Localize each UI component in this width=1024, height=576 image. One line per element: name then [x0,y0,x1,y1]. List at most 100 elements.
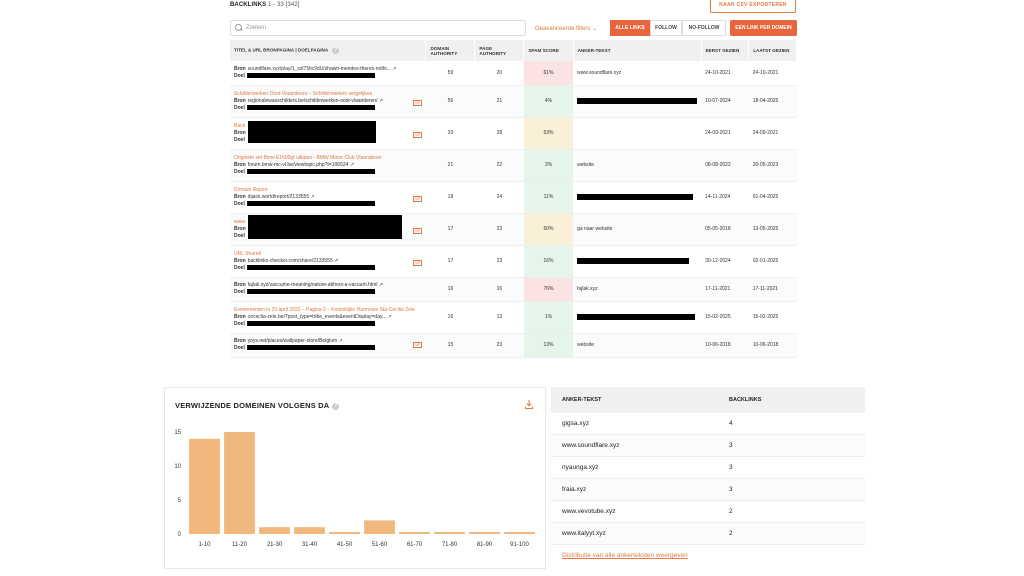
col-pa[interactable]: PAGE AUTHORITY [474,40,525,61]
cell-title: Originele set Bmw E1600gt uitlaten - BMW… [230,149,426,181]
col-da[interactable]: DOMAIN AUTHORITY [425,40,476,61]
redacted-block [246,264,375,270]
anchor-distribution-link[interactable]: Distributie van alle ankerteksten weerge… [562,552,688,559]
cell-title: Bron soundflare.xyz/play/1_szl75tic9dU/sh… [230,61,426,85]
y-tick-label: 15 [174,430,181,436]
list-item: www.italyyt.xyz 2 [551,523,865,545]
table-row[interactable]: Back Bron Doel NF 33 28 53% 24-09-2021 24-09-202… [230,117,797,149]
col-anchor[interactable]: ANKER-TEKST [573,40,702,61]
bar[interactable] [189,438,220,534]
source-url[interactable]: backlinks-checker.com/share/2133555 [247,257,333,264]
cell-last-seen: 10-06-2018 [748,333,797,357]
external-link-icon[interactable]: ↗ [378,282,384,288]
cell-first-seen: 14-11-2024 [705,194,731,200]
y-tick-label: 10 [174,464,181,470]
table-row[interactable]: www. Bron Doel NF 17 23 50% ga naar website 05-0… [230,213,797,245]
table-row[interactable]: URL Shared Bron backlinks-checker.com/shar… [230,245,797,277]
bar[interactable] [329,531,360,534]
source-url[interactable]: cececlia-zele.be/?post_type=tribe_events… [247,313,387,320]
cell-last-seen: 20-05-2023 [748,149,797,181]
col-spam[interactable]: SPAM SCORE [523,40,574,61]
x-tick-label: 71-80 [442,542,458,548]
source-page-title[interactable]: Domain Report [234,186,268,193]
source-page-title[interactable]: URL Shared [234,250,262,257]
source-page-title[interactable]: www. [234,218,246,225]
source-url[interactable]: soundflare.xyz/play/1_szl75tic9dU/shawn-… [247,65,391,72]
col-title[interactable]: TITEL & URL BRONPAGINA | DOELPAGINA ? [230,40,427,61]
source-url[interactable]: regionalewaxschilders.be/schilderwerken-… [247,97,378,104]
cell-title: URL Shared Bron backlinks-checker.com/shar… [230,245,426,277]
table-row[interactable]: Bron fajlak.xyz/vaccume-meaning/nature-ab… [230,277,797,301]
table-row[interactable]: Schilderwerken Oost-Vlaanderen – Schilde… [230,85,797,117]
bron-label: Bron [234,97,246,104]
bar[interactable] [364,520,395,534]
redacted-block [248,214,402,239]
cell-last-seen: 13-05-2025 [748,213,797,245]
nofollow-badge: NF [413,259,422,266]
bar[interactable] [434,531,465,534]
download-icon[interactable] [525,400,533,409]
cell-first-seen: 17-11-2021 [701,277,749,301]
col-backlinks: BACKLINKS [729,397,762,403]
external-link-icon[interactable]: ↗ [310,193,315,200]
source-url[interactable]: fajlak.xyz/vaccume-meaning/nature-abhors… [247,282,378,288]
external-link-icon[interactable]: ↗ [392,65,397,72]
external-link-icon[interactable]: ↗ [334,257,339,264]
source-url[interactable]: dijack.world/report/2133555 [247,193,310,200]
bar[interactable] [224,432,255,534]
cell-anchor [573,85,702,117]
redacted-block [248,120,376,143]
col-last-seen[interactable]: LAATST GEZIEN [748,40,797,61]
cell-title: www. Bron Doel NF [230,213,426,245]
one-link-per-domain-button[interactable]: EEN LINK PER DOMEIN [730,20,797,36]
source-page-title[interactable]: Back [234,122,246,129]
redacted-block [246,320,375,326]
cell-anchor: fajlak.xyz [573,277,702,301]
table-row[interactable]: Domain Report Bron dijack.world/report/213… [230,181,797,213]
source-url[interactable]: forum.bmw-mc-vl.be/viewtopic.php?t=10652… [247,161,349,168]
source-page-title[interactable]: Originele set Bmw E1600gt uitlaten - BMW… [234,154,382,161]
tab-nofollow[interactable]: NO-FOLLOW [682,20,726,36]
advanced-filters-button[interactable]: Geavanceerde filters ⌄ [535,26,598,32]
cell-anchor [573,181,701,213]
cell-title: Bron fajlak.xyz/vaccume-meaning/nature-ab… [230,277,426,301]
cell-anchor [573,301,701,333]
bar[interactable] [294,527,325,534]
source-page-title[interactable]: Evenementen in 29 april 2022 – Pagina 2 … [234,306,415,313]
tab-follow[interactable]: FOLLOW [650,20,682,36]
redacted-block [246,104,375,110]
backlinks-panel: BACKLINKS 1 - 33 [342] NAAR CSV EXPORTER… [228,0,798,370]
cell-anchor: website [573,333,702,357]
cell-spam: 16% [523,245,574,277]
external-link-icon[interactable]: ↗ [378,97,384,104]
cell-last-seen: 18-04-2025 [748,85,797,117]
col-first-seen[interactable]: EERST GEZIEN [701,40,750,61]
external-link-icon[interactable]: ↗ [338,338,343,344]
cell-da: 21 [425,149,475,181]
bar[interactable] [399,531,430,534]
table-row[interactable]: Bron soundflare.xyz/play/1_szl75tic9dU/sh… [230,61,797,85]
bar[interactable] [469,531,500,534]
tab-all-links[interactable]: ALLE LINKS [610,20,650,36]
cell-pa: 20 [496,69,503,76]
redacted-block [246,72,375,78]
bar[interactable] [259,527,290,534]
search-input[interactable]: Zoeken [230,20,526,36]
source-url[interactable]: yoys.net/places/wallpaper-store/Belgium [247,338,338,344]
source-page-title[interactable]: Schilderwerken Oost-Vlaanderen – Schilde… [234,90,373,97]
bar[interactable] [504,531,535,534]
cell-spam: 13% [523,333,574,357]
redacted-block [577,313,696,320]
anchor-text: website [577,162,595,168]
table-row[interactable]: Bron yoys.net/places/wallpaper-store/Belg… [230,333,797,357]
list-item: www.vevotube.xyz 2 [551,501,865,523]
anchor-text: fraia.xyz [562,486,587,493]
external-link-icon[interactable]: ↗ [349,161,355,168]
external-link-icon[interactable]: ↗ [387,313,392,320]
info-icon: ? [332,47,340,54]
table-row[interactable]: Originele set Bmw E1600gt uitlaten - BMW… [230,149,797,181]
cell-first-seen: 24-10-2021 [705,69,731,76]
csv-export-button[interactable]: NAAR CSV EXPORTEREN [710,0,796,13]
bar-chart: 0 5 10 15 1-10 11-20 21-30 31-40 41-50 51-60 61-70… [174,430,535,548]
table-row[interactable]: Evenementen in 29 april 2022 – Pagina 2 … [230,301,797,333]
